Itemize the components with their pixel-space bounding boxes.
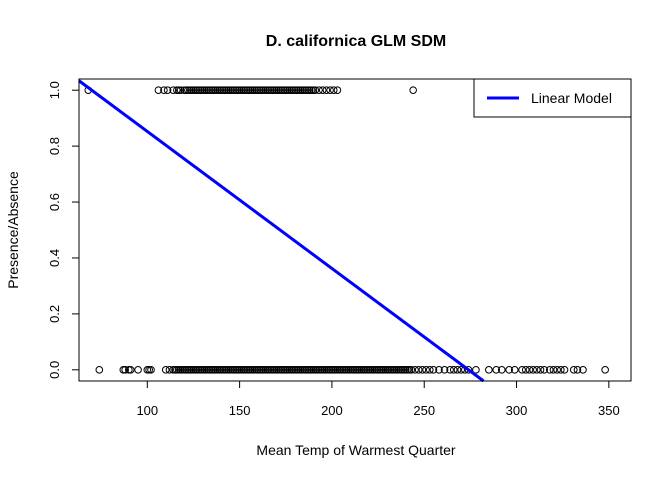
absence-point	[453, 366, 462, 374]
presence-points	[84, 86, 417, 94]
presence-point	[318, 86, 327, 94]
absence-point	[95, 366, 104, 374]
absence-point	[161, 366, 170, 374]
y-axis: 0.0 0.2 0.4 0.6 0.8 1.0	[47, 81, 80, 379]
presence-point	[326, 86, 334, 94]
absence-point	[525, 366, 534, 374]
absence-point	[529, 366, 537, 374]
absence-point	[579, 366, 587, 374]
plot-frame	[78, 78, 632, 382]
x-tick-label: 350	[598, 403, 620, 418]
y-axis-label: Presence/Absence	[5, 171, 21, 289]
x-tick-label: 150	[229, 403, 251, 418]
absence-point	[121, 366, 129, 374]
absence-point	[533, 366, 541, 374]
absence-point	[485, 366, 493, 374]
y-tick-label: 1.0	[47, 81, 62, 99]
absence-point	[472, 366, 480, 374]
absence-point	[536, 366, 545, 374]
presence-point	[163, 86, 172, 94]
absence-point	[418, 366, 427, 374]
absence-point	[573, 366, 582, 374]
x-axis-label: Mean Temp of Warmest Quarter	[256, 442, 456, 458]
linear-model-line	[78, 79, 485, 383]
absence-point	[407, 366, 416, 374]
absence-point	[422, 366, 430, 374]
presence-point	[329, 86, 338, 94]
presence-point	[160, 86, 168, 94]
absence-points	[95, 366, 609, 374]
absence-point	[126, 366, 135, 374]
absence-point	[540, 366, 549, 374]
x-tick-label: 200	[321, 403, 343, 418]
legend-label-linear-model: Linear Model	[531, 90, 612, 106]
y-tick-label: 0.0	[47, 361, 62, 379]
absence-point	[492, 366, 501, 374]
presence-point	[311, 86, 320, 94]
absence-point	[505, 366, 513, 374]
x-tick-label: 100	[136, 403, 158, 418]
presence-point	[315, 86, 323, 94]
absence-point	[457, 366, 465, 374]
y-tick-label: 0.8	[47, 137, 62, 155]
presence-point	[333, 86, 342, 94]
absence-point	[440, 366, 449, 374]
absence-point	[147, 366, 155, 374]
absence-point	[165, 366, 174, 374]
absence-point	[553, 366, 561, 374]
absence-point	[560, 366, 569, 374]
x-tick-label: 250	[413, 403, 435, 418]
chart-title: D. californica GLM SDM	[266, 33, 446, 50]
absence-point	[545, 366, 554, 374]
absence-point	[411, 366, 419, 374]
presence-point	[409, 86, 417, 94]
absence-point	[557, 366, 565, 374]
x-tick-label: 300	[506, 403, 528, 418]
absence-point	[549, 366, 558, 374]
absence-point	[425, 366, 434, 374]
presence-point	[154, 86, 163, 94]
absence-point	[429, 366, 438, 374]
absence-point	[464, 366, 473, 374]
absence-point	[435, 366, 443, 374]
absence-point	[601, 366, 609, 374]
y-tick-label: 0.4	[47, 249, 62, 267]
absence-point	[446, 366, 454, 374]
absence-point	[510, 366, 519, 374]
presence-point	[176, 86, 185, 94]
absence-point	[414, 366, 423, 374]
absence-point	[449, 366, 458, 374]
absence-point	[497, 366, 506, 374]
absence-point	[569, 366, 578, 374]
absence-point	[518, 366, 526, 374]
presence-point	[322, 86, 331, 94]
legend: Linear Model	[473, 78, 632, 118]
y-tick-label: 0.2	[47, 305, 62, 323]
absence-point	[134, 366, 142, 374]
absence-point	[521, 366, 530, 374]
y-tick-label: 0.6	[47, 193, 62, 211]
presence-point	[169, 86, 177, 94]
x-axis: 100 150 200 250 300 350	[136, 380, 620, 418]
